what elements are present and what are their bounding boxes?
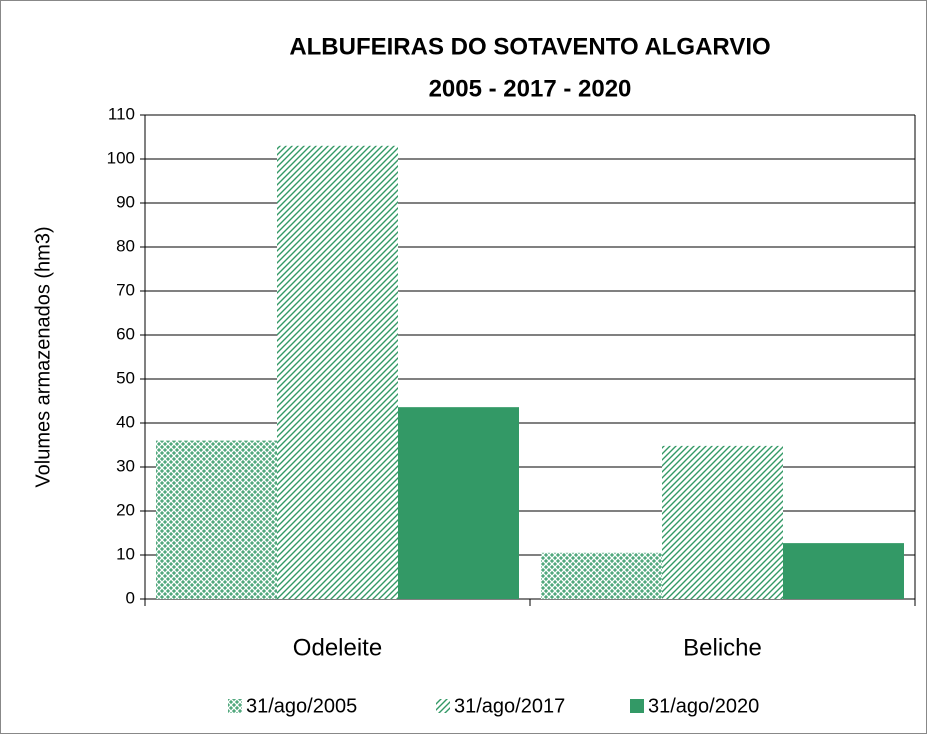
legend-swatch [630, 699, 644, 713]
y-tick-label: 30 [116, 456, 135, 475]
legend-swatch [436, 699, 450, 713]
y-tick-label: 40 [116, 412, 135, 431]
bar [156, 440, 277, 599]
y-tick-label: 70 [116, 280, 135, 299]
bar [541, 552, 662, 599]
y-tick-label: 80 [116, 236, 135, 255]
y-tick-label: 20 [116, 500, 135, 519]
bar [662, 445, 783, 599]
bar [783, 543, 904, 599]
bar [398, 407, 519, 599]
y-tick-label: 0 [126, 588, 135, 607]
x-tick-label: Odeleite [293, 634, 382, 661]
legend-swatch [228, 699, 242, 713]
y-tick-label: 90 [116, 192, 135, 211]
y-tick-label: 10 [116, 544, 135, 563]
legend-label: 31/ago/2005 [246, 695, 357, 717]
chart-subtitle: 2005 - 2017 - 2020 [429, 75, 632, 102]
x-tick-label: Beliche [683, 634, 762, 661]
legend-label: 31/ago/2017 [454, 695, 565, 717]
y-tick-label: 100 [107, 148, 135, 167]
y-tick-label: 50 [116, 368, 135, 387]
chart-title: ALBUFEIRAS DO SOTAVENTO ALGARVIO [289, 33, 770, 60]
y-axis-label: Volumes armazenados (hm3) [32, 226, 54, 487]
legend-label: 31/ago/2020 [648, 695, 759, 717]
y-tick-label: 110 [108, 104, 135, 123]
y-tick-label: 60 [116, 324, 135, 343]
bar [277, 145, 398, 600]
